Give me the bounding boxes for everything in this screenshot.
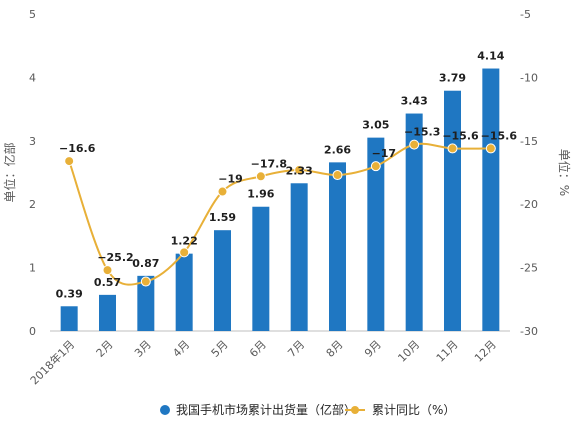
x-tick-label: 2018年1月 [27,337,77,387]
bar [444,90,461,332]
line-value-label: −15.6 [442,129,479,142]
x-tick-label: 6月 [247,338,269,360]
y-right-tick-label: -20 [520,198,538,211]
y-right-tick-label: -5 [520,8,531,21]
line-value-label: −17.8 [251,157,287,170]
bar [175,253,193,331]
bar-value-label: 0.87 [132,257,159,270]
legend: 我国手机市场累计出货量（亿部） 累计同比（%） [160,402,455,417]
y-left-tick-label: 3 [29,135,36,148]
y-left-tick-label: 1 [29,262,36,275]
line-point [179,247,190,258]
right-axis-title: 单位：% [557,149,572,196]
x-tick-label: 7月 [285,338,307,360]
bar-value-label: 2.33 [286,164,313,177]
bar-value-label: 3.43 [401,95,428,108]
x-tick-label: 5月 [209,338,231,360]
line-point [447,143,458,154]
line-point [485,143,496,154]
bar-value-label: 3.05 [362,119,389,132]
left-axis-title: 单位：亿部 [2,142,17,202]
labels-layer: 0.39 0.57 0.87 1.22 1.59 1.96 2.33 2.66 3.05 3.43… [56,50,518,301]
bar-value-label: 0.39 [56,287,83,300]
y-right-tick-label: -25 [520,262,538,275]
line-value-label: −19 [218,173,243,186]
x-tick-label: 3月 [132,338,154,360]
y-right-tick-label: -30 [520,325,538,338]
legend-bar-label: 我国手机市场累计出货量（亿部） [176,402,356,417]
line-value-label: −15.3 [404,126,440,139]
x-tick-label: 10月 [395,338,422,365]
bar [329,162,346,331]
line-point [217,186,228,197]
line-value-label: −17 [372,147,397,160]
line-point [102,265,113,276]
bar [482,68,500,332]
line-value-label: −15.6 [481,129,518,142]
y-right-tick-label: -15 [520,135,538,148]
bar [60,306,78,331]
x-tick-label: 8月 [324,338,346,360]
bar [99,294,116,331]
bar-value-label: 0.57 [94,276,121,289]
line-point [332,170,343,181]
bar-value-label: 1.96 [247,188,274,201]
bar-value-label: 4.14 [477,50,504,63]
y-left-tick-label: 4 [29,71,36,84]
line-point [294,164,305,175]
line-point [409,139,420,150]
bar [290,183,308,331]
x-tick-label: 11月 [434,338,461,365]
x-tick-label: 2月 [94,338,116,360]
line-layer [64,139,496,287]
y-left-tick-label: 0 [29,325,36,338]
y-left-tick-label: 5 [29,8,36,21]
x-tick-label: 9月 [362,338,384,360]
bar-value-label: 3.79 [439,72,466,85]
legend-line-label: 累计同比（%） [372,403,455,417]
bar [367,137,385,331]
legend-line-marker [351,406,359,414]
y-right-tick-label: -10 [520,71,538,84]
line-value-label: −16.6 [59,142,96,155]
line-point [255,171,266,182]
bar [214,230,231,331]
bar-value-label: 1.59 [209,211,236,224]
x-tick-label: 4月 [170,338,192,360]
bars-layer [60,68,500,332]
line-value-label: −25.2 [97,251,133,264]
bar [137,275,155,331]
legend-bar-swatch [160,405,170,415]
line-point [64,156,75,167]
y-left-tick-label: 2 [29,198,36,211]
bar-value-label: 1.22 [171,235,198,248]
bar-value-label: 2.66 [324,143,351,156]
x-tick-label: 12月 [472,338,499,365]
bar [252,206,270,331]
line-point [140,276,151,287]
bar [405,113,423,332]
line-point [370,161,381,172]
